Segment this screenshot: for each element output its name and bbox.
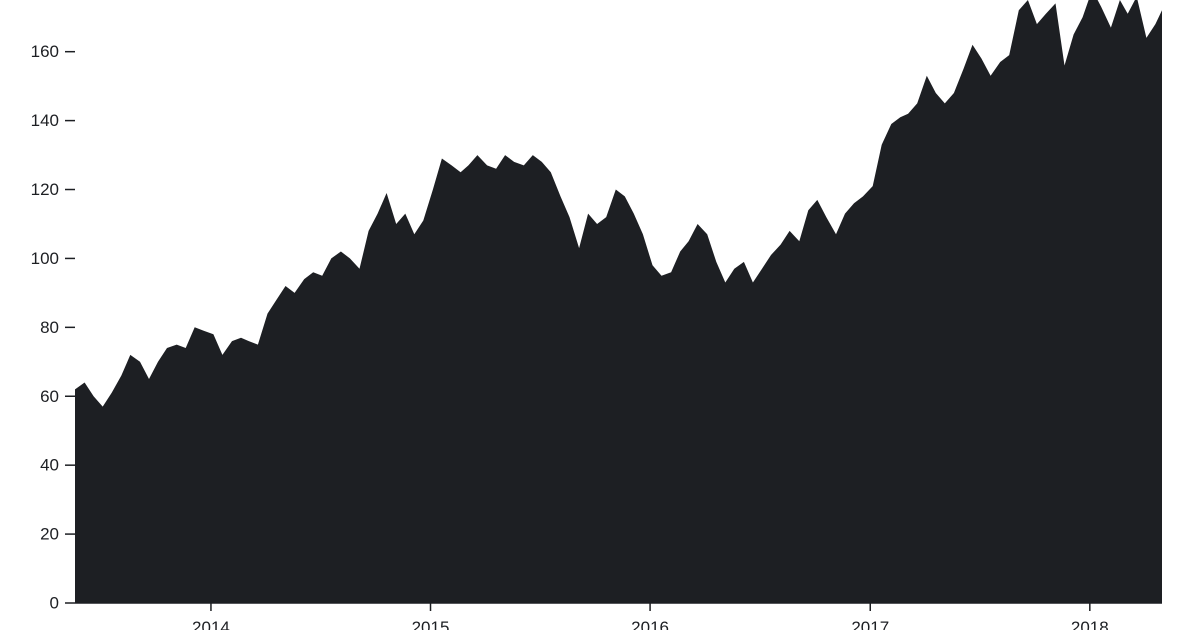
x-tick-label: 2017 <box>851 618 889 630</box>
y-tick-label: 100 <box>31 249 59 268</box>
y-tick-label: 0 <box>50 594 59 613</box>
x-tick-label: 2014 <box>192 618 230 630</box>
x-axis: 2014 2015 2016 2017 2018 <box>75 603 1162 630</box>
y-tick-label: 140 <box>31 111 59 130</box>
y-tick-label: 120 <box>31 180 59 199</box>
y-tick-label: 40 <box>40 456 59 475</box>
y-tick-label: 80 <box>40 318 59 337</box>
price-area <box>75 0 1162 603</box>
y-tick-label: 160 <box>31 42 59 61</box>
y-tick-label: 20 <box>40 525 59 544</box>
x-tick-label: 2018 <box>1071 618 1109 630</box>
x-tick-label: 2016 <box>631 618 669 630</box>
x-tick-label: 2015 <box>412 618 450 630</box>
y-tick-label: 60 <box>40 387 59 406</box>
y-axis: 0 20 40 60 80 100 120 140 160 <box>31 42 75 612</box>
